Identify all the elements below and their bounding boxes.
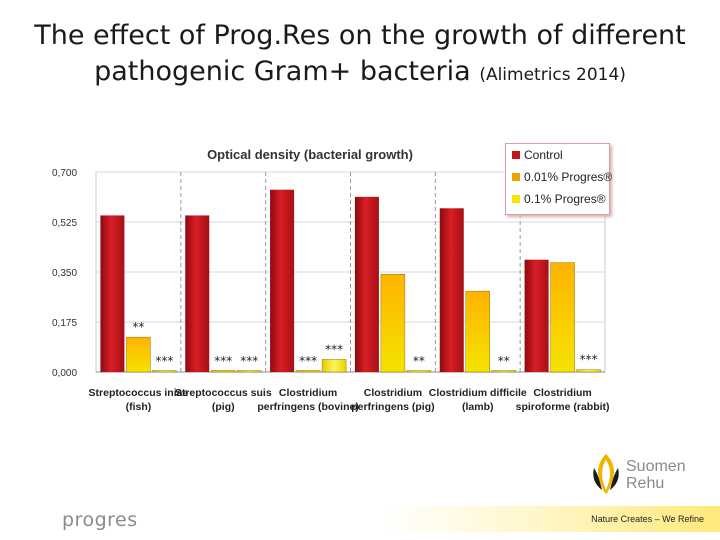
brand-line-1: Suomen (626, 458, 686, 475)
slide-title: The effect of Prog.Res on the growth of … (0, 18, 720, 93)
y-tick-label: 0,525 (52, 218, 77, 229)
bar-control (524, 259, 549, 372)
progres-logo-text: progres (62, 509, 138, 531)
bar-control (100, 215, 125, 372)
significance-label: ** (413, 354, 425, 368)
bar-progres-001 (550, 262, 575, 373)
bar-progres-01 (237, 370, 262, 373)
x-tick-label: Streptococcus iniae (89, 387, 189, 399)
significance-label: *** (214, 354, 232, 368)
bar-control (270, 189, 295, 372)
bar-progres-01 (576, 369, 601, 373)
significance-label: *** (155, 354, 173, 368)
bar-progres-001 (295, 370, 321, 373)
bar-progres-01 (152, 370, 177, 373)
bar-control (354, 196, 379, 372)
legend-item-progres-01: 0.1% Progres® (506, 188, 609, 210)
tagline: Nature Creates – We Refine (591, 514, 704, 524)
legend-swatch-progres-01 (512, 195, 520, 203)
x-tick-label: Clostridium difficile (429, 387, 527, 399)
bar-progres-01 (491, 370, 516, 373)
significance-label: ** (498, 354, 510, 368)
significance-label: ** (132, 320, 144, 334)
y-tick-label: 0,175 (52, 318, 77, 329)
y-tick-label: 0,000 (52, 368, 77, 379)
bar-progres-001 (126, 336, 151, 373)
wheat-icon (593, 454, 619, 494)
x-tick-label: (pig) (212, 401, 235, 413)
optical-density-chart: Optical density (bacterial growth) 0,000 0… (52, 147, 610, 413)
bar-progres-001 (465, 290, 490, 373)
x-tick-label: Streptococcus suis (175, 387, 272, 399)
legend-swatch-control (512, 151, 520, 159)
suomen-rehu-logo: Suomen Rehu (588, 450, 698, 500)
progres-logo: progres (62, 509, 138, 531)
brand-line-2: Rehu (626, 475, 665, 492)
y-tick-label: 0,700 (52, 168, 77, 179)
x-tick-label: spiroforme (rabbit) (516, 401, 610, 413)
chart-title: Optical density (bacterial growth) (207, 147, 413, 162)
x-tick-label: Clostridium (279, 387, 337, 399)
legend-label-control: Control (524, 148, 563, 162)
legend-label-progres-001: 0.01% Progres® (524, 170, 613, 184)
bar-progres-01 (321, 359, 347, 373)
x-tick-label: Clostridium (533, 387, 591, 399)
legend-label-progres-01: 0.1% Progres® (524, 192, 606, 206)
slide-title-citation: (Alimetrics 2014) (479, 65, 626, 85)
bar-progres-001 (380, 274, 406, 373)
slide-title-main: The effect of Prog.Res on the growth of … (34, 20, 686, 87)
y-tick-label: 0,350 (52, 268, 77, 279)
legend-item-control: Control (506, 144, 609, 166)
significance-label: *** (580, 353, 598, 367)
bar-progres-01 (406, 370, 432, 373)
footer-band (380, 506, 720, 532)
bar-control (185, 215, 210, 372)
significance-label: *** (240, 354, 258, 368)
chart-area: Optical density (bacterial growth) 0,000 0… (48, 140, 610, 418)
x-tick-label: perfringens (bovine) (257, 401, 359, 413)
chart-legend: Control 0.01% Progres® 0.1% Progres® (505, 143, 613, 215)
x-tick-label: perfringens (pig) (351, 401, 434, 413)
x-tick-label: (fish) (126, 401, 152, 413)
bar-progres-001 (211, 370, 236, 373)
x-tick-label: (lamb) (462, 401, 494, 413)
x-tick-label: Clostridium (364, 387, 422, 399)
significance-label: *** (299, 354, 317, 368)
legend-swatch-progres-001 (512, 173, 520, 181)
significance-label: *** (325, 342, 343, 356)
bar-control (439, 208, 464, 372)
legend-item-progres-001: 0.01% Progres® (506, 166, 613, 188)
